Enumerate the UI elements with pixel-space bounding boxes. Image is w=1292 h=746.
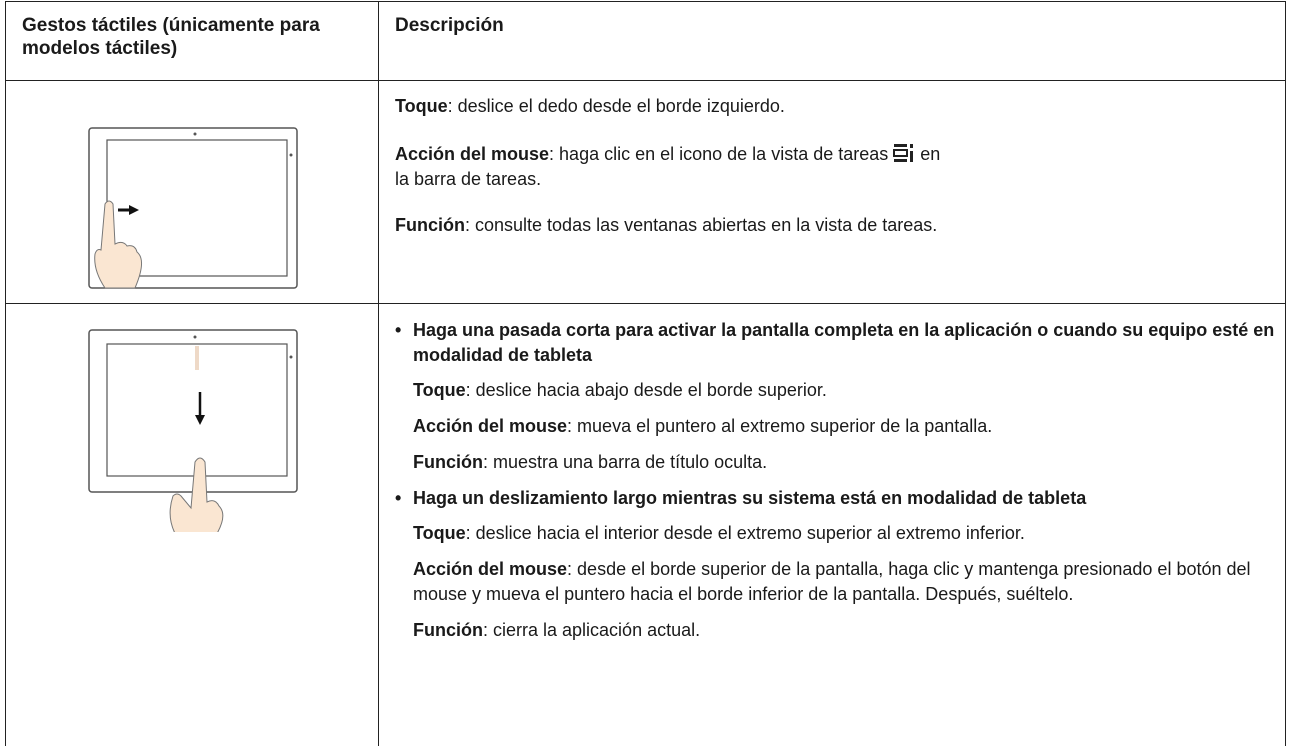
border [5,303,1286,304]
label: Acción del mouse [395,144,550,164]
label: Función [395,215,465,235]
bullet: • Haga una pasada corta para activar la p… [395,318,1278,475]
task-view-icon [893,144,914,162]
text: : muestra una barra de título oculta. [483,452,768,472]
label: Toque [413,523,466,543]
text: en la barra de tareas. [395,144,941,189]
text: : haga clic en el icono de la vista de t… [549,144,889,164]
border [378,2,379,746]
description-cell: • Haga una pasada corta para activar la p… [395,318,1278,654]
paragraph: Acción del mouse: mueva el puntero al ex… [413,414,1278,439]
border [5,1,1286,2]
label: Función [413,452,483,472]
text: : consulte todas las ventanas abiertas e… [465,215,938,235]
paragraph: Toque: deslice el dedo desde el borde iz… [395,94,1275,119]
label: Toque [395,96,448,116]
bullet-dot: • [395,320,402,340]
text: : cierra la aplicación actual. [483,620,701,640]
description-cell: Toque: deslice el dedo desde el borde iz… [395,94,1275,238]
bullet-dot: • [395,488,402,508]
label: Acción del mouse [413,559,568,579]
label: Toque [413,380,466,400]
paragraph: Acción del mouse: desde el borde superio… [413,557,1278,607]
bullet-heading: Haga un deslizamiento largo mientras su … [413,488,1087,508]
label: Función [413,620,483,640]
border [1285,2,1286,746]
border [5,2,6,746]
paragraph: Función: consulte todas las ventanas abi… [395,213,1275,238]
gesture-illustration [88,127,298,289]
header-cell: Gestos táctiles (únicamente para modelos… [22,15,320,59]
text: : deslice hacia abajo desde el borde sup… [465,380,827,400]
text: : deslice hacia el interior desde el ext… [465,523,1025,543]
bullet-heading: Haga una pasada corta para activar la pa… [413,320,1275,365]
text: : deslice el dedo desde el borde izquier… [447,96,785,116]
bullet: • Haga un deslizamiento largo mientras su… [395,486,1278,643]
gesture-illustration [88,329,298,532]
paragraph: Toque: deslice hacia el interior desde e… [413,521,1278,546]
text: : mueva el puntero al extremo superior d… [567,416,993,436]
text: : desde el borde superior de la pantalla… [413,559,1251,604]
header-cell: Descripción [395,15,504,36]
border [5,80,1286,81]
label: Acción del mouse [413,416,568,436]
paragraph: Acción del mouse: haga clic en el icono … [395,140,955,192]
paragraph: Toque: deslice hacia abajo desde el bord… [413,378,1278,403]
paragraph: Función: muestra una barra de título ocu… [413,450,1278,475]
paragraph: Función: cierra la aplicación actual. [413,618,1278,643]
